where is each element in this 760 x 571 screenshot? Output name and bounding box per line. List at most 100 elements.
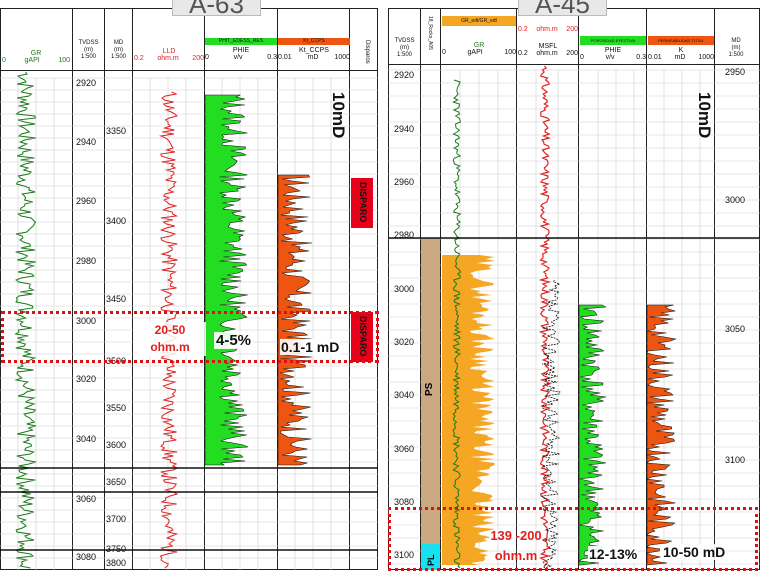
left-phie-max: 0.3 (267, 54, 277, 61)
right-tvdss-ticks: 2920 2940 2960 2980 3000 3020 3040 3060 … (389, 0, 420, 570)
left-tvdss-header: TVDSS (m) 1:500 (73, 40, 104, 61)
right-tvdss-tick: 3100 (394, 550, 415, 560)
right-md-name: MD (731, 38, 741, 44)
left-md-tick: 3600 (106, 440, 127, 450)
right-porosity-annotation: 12-13% (588, 546, 639, 562)
right-md-tick: 2950 (725, 67, 746, 77)
right-phie-fill (578, 304, 607, 566)
left-permeability-annotation: 0.1-1 mD (280, 339, 341, 355)
left-tvdss-tick: 3060 (76, 494, 97, 504)
left-md-tick: 3750 (106, 544, 127, 554)
facies-ps-label: PS (424, 382, 435, 396)
left-md-tick: 3450 (106, 294, 127, 304)
right-gr-min: 0 (442, 49, 446, 56)
right-tvdss-tick: 2940 (394, 124, 415, 134)
right-interval-highlight (388, 507, 758, 571)
right-tvdss-tick: 2920 (394, 70, 415, 80)
right-well-title: A-45 (518, 0, 607, 17)
right-tvdss-tick: 3040 (394, 390, 415, 400)
right-msfl-name: MSFL (538, 43, 558, 50)
right-msfl-header: 0.2 ohm.m 200 MSFL 0.2 ohm.m 200 (518, 26, 578, 57)
left-tvdss-tick: 2980 (76, 256, 97, 266)
right-phie-label-box: POROSIDAD EFECTIVA (580, 36, 646, 45)
right-tvdss-tick: 3020 (394, 337, 415, 347)
right-phie-name: PHIE (604, 47, 622, 54)
left-gr-max: 100 (58, 57, 70, 64)
left-gr-curve (14, 71, 37, 569)
right-phie-header: POROSIDAD EFECTIVA PHIE 0 v/v 0.3 (580, 36, 646, 61)
right-msfl-min: 0.2 (518, 50, 528, 57)
right-rocks-header: 18_Rocks_A05 (421, 12, 440, 62)
left-well-title: A-63 (172, 0, 261, 17)
right-gr-header: GR_edt/GR_edt GR 0 gAPI 100 (442, 16, 516, 56)
left-porosity-annotation: 4-5% (214, 332, 254, 349)
left-md-ticks: 3350 3400 3450 3500 3550 3600 3650 3700 … (105, 0, 132, 570)
right-tvdss-header: TVDSS (m) 1:500 (389, 38, 420, 59)
left-phie-header: PHIT_EDESS_RES PHIE 0 v/v 0.3 (205, 38, 277, 61)
left-disparos-name: Disparos (364, 40, 370, 64)
left-md-unit: (m) (114, 47, 123, 53)
right-md-header: MD (m) 1:500 (716, 38, 756, 59)
right-tvdss-tick: 3080 (394, 497, 415, 507)
right-msfl-a-min: 0.2 (518, 26, 528, 33)
left-lld-header: LLD 0.2 ohm.m 200 (134, 48, 204, 62)
left-disparos-header: Disparos (352, 40, 376, 68)
right-tvdss-tick: 3000 (394, 284, 415, 294)
right-msfl-a-max: 200 (566, 26, 578, 33)
right-tvdss-name: TVDSS (394, 38, 415, 44)
right-rocks-name: 18_Rocks_A05 (427, 16, 433, 50)
right-tvdss-tick: 2980 (394, 230, 415, 240)
right-phie-max: 0.3 (636, 54, 646, 61)
left-k-min: 0.01 (278, 54, 292, 61)
right-md-scale: 1:500 (728, 52, 744, 58)
left-tvdss-tick: 3040 (76, 434, 97, 444)
left-resistivity-range: 20-50 (154, 323, 186, 337)
left-md-tick: 3700 (106, 514, 127, 524)
right-msfl-max: 200 (566, 50, 578, 57)
facies-pl-block (421, 544, 440, 570)
right-md-tick: 3050 (725, 324, 746, 334)
right-gr-label-box: GR_edt/GR_edt (442, 16, 516, 26)
right-k-fill (645, 304, 677, 566)
right-resistivity-annotation: 139 -200 ohm.m (476, 526, 556, 566)
left-md-tick: 3800 (106, 558, 127, 568)
left-phie-fill (204, 94, 249, 466)
left-tvdss-name: TVDSS (78, 40, 99, 46)
right-k-unit: mD (674, 54, 686, 61)
left-resistivity-unit: ohm.m (150, 340, 190, 354)
left-perm-callout: 10mD (329, 92, 348, 139)
left-resistivity-annotation: 20-50 ohm.m (134, 322, 206, 356)
right-k-label-box: PERMEABILIDAD TOTAL (648, 36, 714, 45)
left-md-header: MD (m) 1:500 (105, 40, 132, 61)
right-msfl-unit: ohm.m (536, 50, 558, 57)
left-k-label-box: Kt_CCPS (278, 38, 350, 45)
left-k-max: 1000 (334, 54, 350, 61)
right-log-canvas (388, 8, 760, 570)
left-well-panel: A-63 GR 0 gAPI 100 TVDSS (m) 1:500 MD (m… (0, 0, 379, 570)
left-k-fill (277, 174, 313, 466)
disparo-box-lower (351, 312, 373, 362)
right-msfl-curve (538, 65, 552, 569)
left-tvdss-tick: 2960 (76, 196, 97, 206)
right-gr-name: GR (473, 42, 485, 49)
right-shallow-curve (541, 279, 561, 569)
right-k-header: PERMEABILIDAD TOTAL K 0.01 mD 1000 (648, 36, 714, 61)
right-perm-callout: 10mD (695, 92, 714, 139)
left-k-unit: mD (307, 54, 319, 61)
left-tvdss-ticks: 2920 2940 2960 2980 3000 3020 3040 3060 … (73, 0, 104, 570)
left-tvdss-tick: 2940 (76, 137, 97, 147)
facies-ps-block (421, 238, 440, 544)
left-md-tick: 3350 (106, 126, 127, 136)
right-gr-max: 100 (504, 49, 516, 56)
right-md-tick: 3100 (725, 455, 746, 465)
left-tvdss-tick: 3080 (76, 552, 97, 562)
right-msfl-a-unit: ohm.m (536, 26, 558, 33)
left-tvdss-unit: (m) (84, 47, 93, 53)
right-gr-unit: gAPI (467, 49, 483, 56)
right-resistivity-unit: ohm.m (494, 548, 538, 563)
right-k-name: K (678, 47, 684, 54)
right-resistivity-range: 139 -200 (490, 528, 542, 543)
left-tvdss-tick: 2920 (76, 78, 97, 88)
disparo-label-upper: DISPARO (358, 182, 368, 223)
left-interval-highlight (1, 311, 379, 363)
